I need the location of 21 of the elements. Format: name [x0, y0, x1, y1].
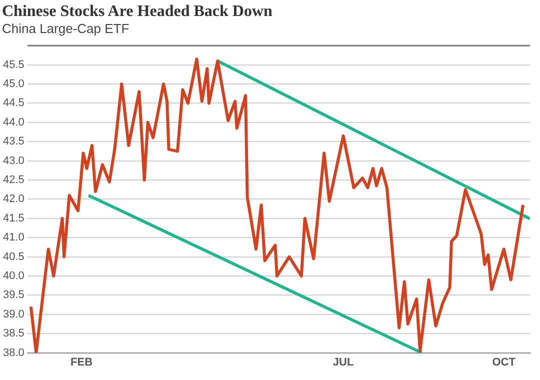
y-tick-label: 38.0 — [2, 346, 24, 359]
y-tick-label: 42.0 — [2, 193, 24, 206]
x-tick-label: JUL — [332, 356, 354, 368]
y-tick-label: 43.5 — [2, 136, 24, 148]
chart-subtitle: China Large-Cap ETF — [2, 21, 130, 36]
x-tick-label: OCT — [492, 356, 516, 368]
x-tick-label: FEB — [70, 356, 93, 368]
y-tick-label: 44.0 — [2, 116, 24, 128]
y-tick-label: 42.5 — [2, 174, 24, 186]
chart-title: Chinese Stocks Are Headed Back Down — [2, 3, 274, 21]
y-tick-label: 40.5 — [2, 250, 24, 263]
y-tick-label: 45.0 — [2, 78, 24, 90]
y-tick-label: 41.0 — [2, 232, 24, 244]
y-tick-label: 43.0 — [2, 154, 24, 167]
y-tick-label: 39.5 — [2, 289, 24, 302]
y-tick-label: 41.5 — [2, 212, 24, 224]
y-tick-label: 38.5 — [2, 328, 24, 340]
y-tick-label: 44.5 — [2, 97, 24, 110]
y-tick-label: 39.0 — [2, 308, 24, 320]
y-tick-label: 40.0 — [2, 270, 24, 282]
y-tick-label: 45.5 — [2, 58, 24, 71]
